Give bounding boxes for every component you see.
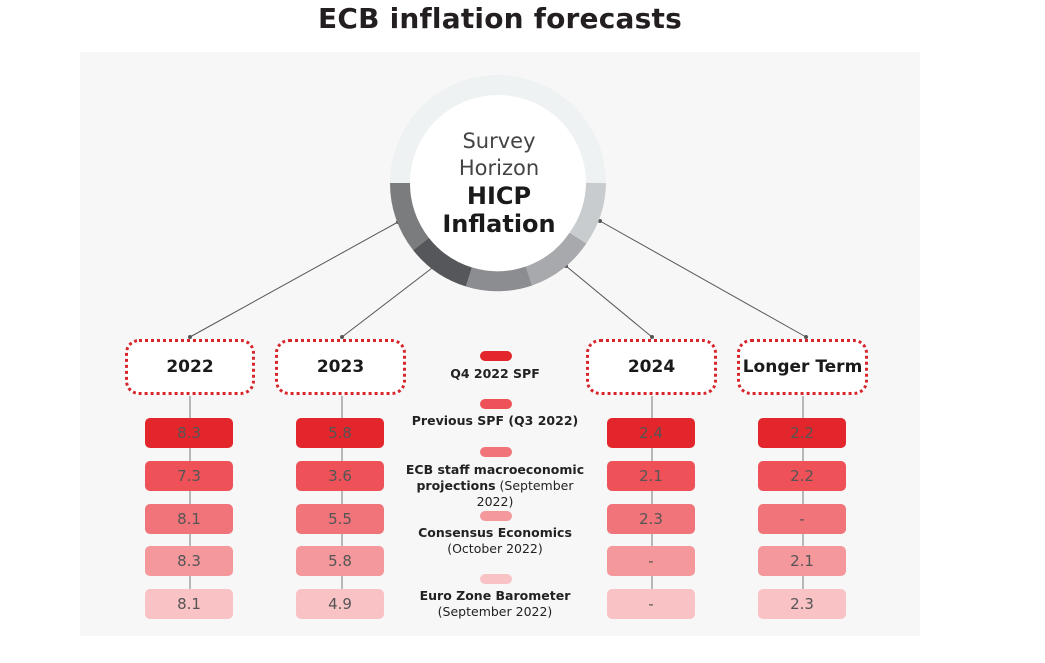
hub-label: Survey Horizon HICP Inflation	[418, 128, 580, 238]
value-cell: -	[607, 546, 695, 576]
hub-line-survey: Survey	[462, 129, 536, 153]
connector-longer-term	[599, 220, 807, 338]
horizon-box-2024: 2024	[586, 339, 717, 395]
hub-line-horizon: Horizon	[458, 156, 540, 180]
hub-line-hicp: HICP	[466, 182, 532, 210]
legend-label-previous-spf: Previous SPF (Q3 2022)	[411, 413, 579, 428]
horizon-box-2023: 2023	[275, 339, 406, 395]
legend-swatch-consensus	[480, 511, 512, 521]
value-cell: 8.3	[145, 546, 233, 576]
value-cell: 5.8	[296, 546, 384, 576]
legend-label-barometer: Euro Zone Barometer (September 2022)	[419, 588, 571, 619]
survey-horizon-ring	[389, 75, 606, 292]
page-title: ECB inflation forecasts	[318, 2, 682, 35]
value-cell: 2.3	[607, 504, 695, 534]
horizon-box-longer-term: Longer Term	[737, 339, 868, 395]
value-cell: 5.5	[296, 504, 384, 534]
value-cell: 5.8	[296, 418, 384, 448]
value-cell: 4.9	[296, 589, 384, 619]
horizon-box-2022: 2022	[125, 339, 255, 395]
legend-label-consensus: Consensus Economics (October 2022)	[418, 525, 572, 556]
value-cell: 2.4	[607, 418, 695, 448]
value-cell: 8.1	[145, 504, 233, 534]
value-cell: 8.1	[145, 589, 233, 619]
connector-2024	[565, 265, 653, 338]
connector-2022	[189, 221, 399, 338]
value-cell: 2.1	[758, 546, 846, 576]
legend-label-q4-spf: Q4 2022 SPF	[450, 366, 540, 381]
legend-swatch-q4-spf	[480, 351, 512, 361]
value-cell: 2.3	[758, 589, 846, 619]
legend-label-ecb-staff: ECB staff macroeconomic projections (Sep…	[405, 462, 585, 509]
value-cell: 3.6	[296, 461, 384, 491]
value-cell: 2.2	[758, 418, 846, 448]
legend-swatch-previous-spf	[480, 399, 512, 409]
legend-swatch-ecb-staff	[480, 447, 512, 457]
value-cell: 2.2	[758, 461, 846, 491]
value-cell: 2.1	[607, 461, 695, 491]
value-cell: 8.3	[145, 418, 233, 448]
value-cell: 7.3	[145, 461, 233, 491]
connector-2023	[341, 264, 437, 338]
hub-line-inflation: Inflation	[442, 210, 556, 238]
value-cell: -	[758, 504, 846, 534]
value-cell: -	[607, 589, 695, 619]
legend-swatch-barometer	[480, 574, 512, 584]
